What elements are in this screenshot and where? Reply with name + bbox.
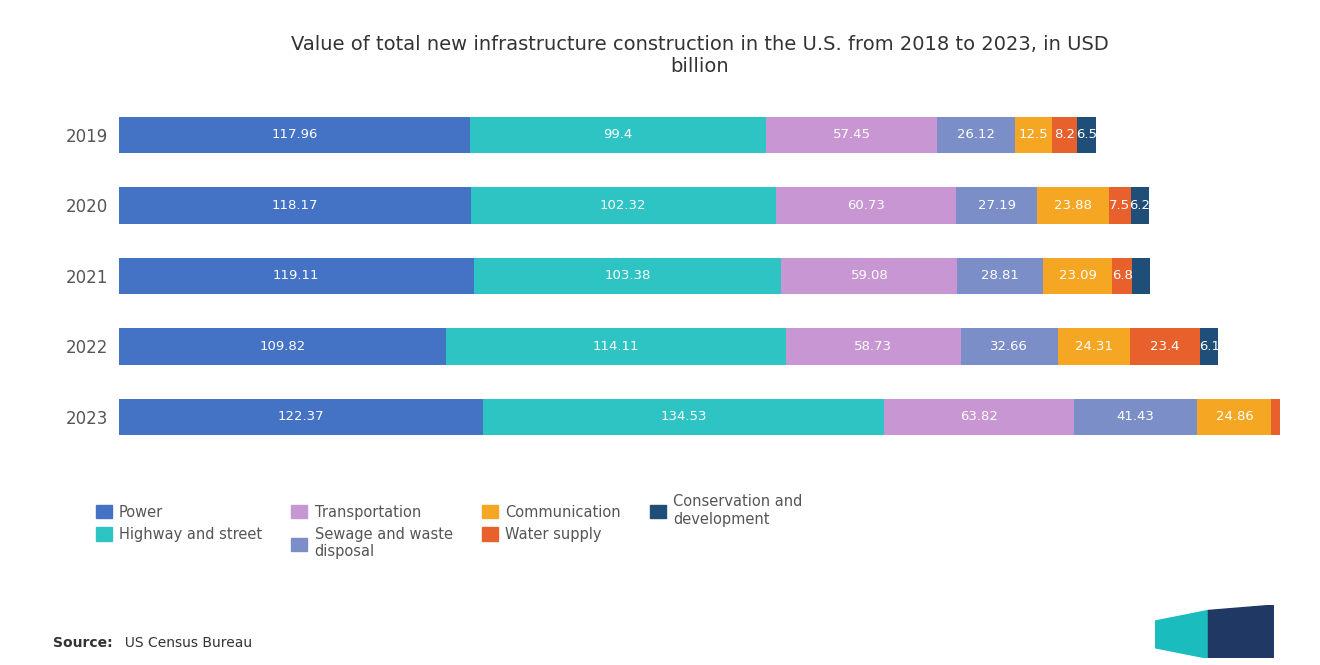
Text: 26.12: 26.12 <box>957 128 995 142</box>
Text: 119.11: 119.11 <box>273 269 319 283</box>
Text: 122.37: 122.37 <box>277 410 325 424</box>
Text: 32.66: 32.66 <box>990 340 1028 353</box>
Polygon shape <box>1209 605 1274 658</box>
Bar <box>1015 116 1052 154</box>
Bar <box>1271 398 1320 436</box>
Bar <box>119 398 483 436</box>
Text: 23.4: 23.4 <box>1151 340 1180 353</box>
Bar <box>471 187 776 224</box>
Text: 103.38: 103.38 <box>605 269 651 283</box>
Bar <box>119 328 446 365</box>
Text: 23.09: 23.09 <box>1059 269 1097 283</box>
Text: 28.81: 28.81 <box>981 269 1019 283</box>
Title: Value of total new infrastructure construction in the U.S. from 2018 to 2023, in: Value of total new infrastructure constr… <box>290 35 1109 76</box>
Text: 63.82: 63.82 <box>960 410 998 424</box>
Text: US Census Bureau: US Census Bureau <box>116 636 252 650</box>
Text: 24.31: 24.31 <box>1076 340 1113 353</box>
Bar <box>781 257 957 295</box>
Bar <box>1043 257 1111 295</box>
Text: 6.2: 6.2 <box>1130 199 1151 212</box>
Text: 6.8: 6.8 <box>1111 269 1133 283</box>
Bar <box>119 257 474 295</box>
Text: 7.5: 7.5 <box>1109 199 1130 212</box>
Bar <box>766 116 937 154</box>
Bar <box>776 187 957 224</box>
Bar <box>1133 257 1150 295</box>
Text: 58.73: 58.73 <box>854 340 892 353</box>
Bar <box>1074 398 1197 436</box>
Text: 23.88: 23.88 <box>1053 199 1092 212</box>
Text: 102.32: 102.32 <box>599 199 647 212</box>
Bar <box>470 116 766 154</box>
Text: 27.38: 27.38 <box>1294 410 1320 424</box>
Text: 6.5: 6.5 <box>1076 128 1097 142</box>
Text: 8.2: 8.2 <box>1055 128 1074 142</box>
Bar <box>1131 187 1150 224</box>
Text: 109.82: 109.82 <box>259 340 305 353</box>
Bar <box>785 328 961 365</box>
Bar <box>1052 116 1077 154</box>
Text: 117.96: 117.96 <box>272 128 318 142</box>
Text: 27.19: 27.19 <box>978 199 1016 212</box>
Bar <box>1109 187 1131 224</box>
Polygon shape <box>1155 610 1209 658</box>
Bar <box>1130 328 1200 365</box>
Text: 41.43: 41.43 <box>1117 410 1155 424</box>
Bar <box>961 328 1057 365</box>
Text: 99.4: 99.4 <box>603 128 632 142</box>
Text: 24.86: 24.86 <box>1216 410 1254 424</box>
Text: 60.73: 60.73 <box>847 199 884 212</box>
Bar <box>119 187 471 224</box>
Bar <box>483 398 884 436</box>
Bar <box>446 328 785 365</box>
Bar <box>1038 187 1109 224</box>
Bar <box>1197 398 1271 436</box>
Bar <box>1111 257 1133 295</box>
Bar <box>884 398 1074 436</box>
Bar <box>1057 328 1130 365</box>
Bar <box>957 257 1043 295</box>
Bar <box>957 187 1038 224</box>
Text: 12.5: 12.5 <box>1019 128 1048 142</box>
Bar <box>119 116 470 154</box>
Text: 59.08: 59.08 <box>850 269 888 283</box>
Bar <box>474 257 781 295</box>
Legend: Power, Highway and street, Transportation, Sewage and waste
disposal, Communicat: Power, Highway and street, Transportatio… <box>95 495 803 559</box>
Text: 114.11: 114.11 <box>593 340 639 353</box>
Text: Source:: Source: <box>53 636 112 650</box>
Text: 57.45: 57.45 <box>833 128 871 142</box>
Bar <box>1200 328 1218 365</box>
Bar <box>1077 116 1096 154</box>
Text: 118.17: 118.17 <box>272 199 318 212</box>
Text: 6.1: 6.1 <box>1199 340 1220 353</box>
Text: 134.53: 134.53 <box>660 410 708 424</box>
Bar <box>937 116 1015 154</box>
